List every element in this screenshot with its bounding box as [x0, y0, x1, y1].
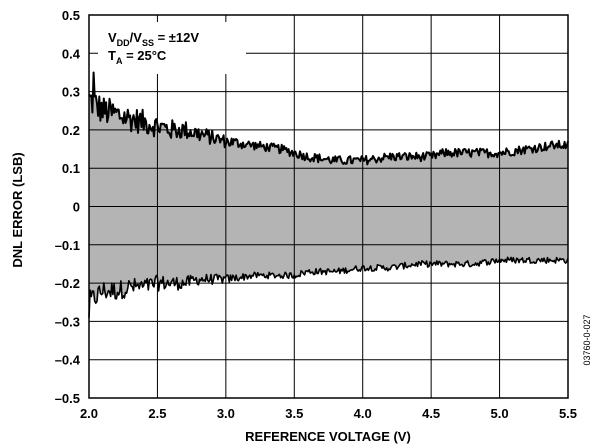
y-tick-label: –0.3 [55, 314, 80, 329]
x-tick-label: 4.5 [422, 406, 440, 421]
figure-code: 03760-0-027 [582, 314, 592, 365]
y-tick-label: 0 [73, 200, 80, 215]
plot-frame [88, 14, 569, 399]
x-tick-label: 5.0 [491, 406, 509, 421]
y-tick-label: 0.3 [62, 85, 80, 100]
x-tick-label: 5.5 [559, 406, 577, 421]
x-tick-labels: 2.0 2.5 3.0 3.5 4.0 4.5 5.0 5.5 [80, 406, 577, 421]
x-axis-title: REFERENCE VOLTAGE (V) [245, 429, 411, 444]
x-tick-label: 2.5 [148, 406, 166, 421]
x-tick-label: 4.0 [354, 406, 372, 421]
y-tick-label: –0.2 [55, 276, 80, 291]
y-tick-label: –0.5 [55, 391, 80, 406]
series-line-min-dnl [88, 256, 569, 318]
x-tick-label: 3.5 [285, 406, 303, 421]
y-tick-label: 0.2 [62, 123, 80, 138]
y-axis-title: DNL ERROR (LSB) [10, 152, 25, 267]
y-tick-labels: 0.5 0.4 0.3 0.2 0.1 0 –0.1 –0.2 –0.3 –0.4 –0.5 [55, 8, 81, 406]
annotation-box [98, 22, 246, 74]
y-tick-label: 0.1 [62, 161, 80, 176]
annotation-temperature: TA = 25°C [108, 48, 167, 66]
annotation-supply: VDD/VSS = ±12V [108, 30, 199, 48]
y-tick-label: 0.4 [62, 46, 81, 61]
y-tick-label: 0.5 [62, 8, 80, 23]
series-lines [88, 71, 569, 318]
y-tick-label: –0.4 [55, 353, 81, 368]
series-line-max-dnl [88, 71, 569, 166]
x-tick-label: 2.0 [80, 406, 98, 421]
x-tick-label: 3.0 [217, 406, 235, 421]
y-tick-label: –0.1 [55, 238, 80, 253]
